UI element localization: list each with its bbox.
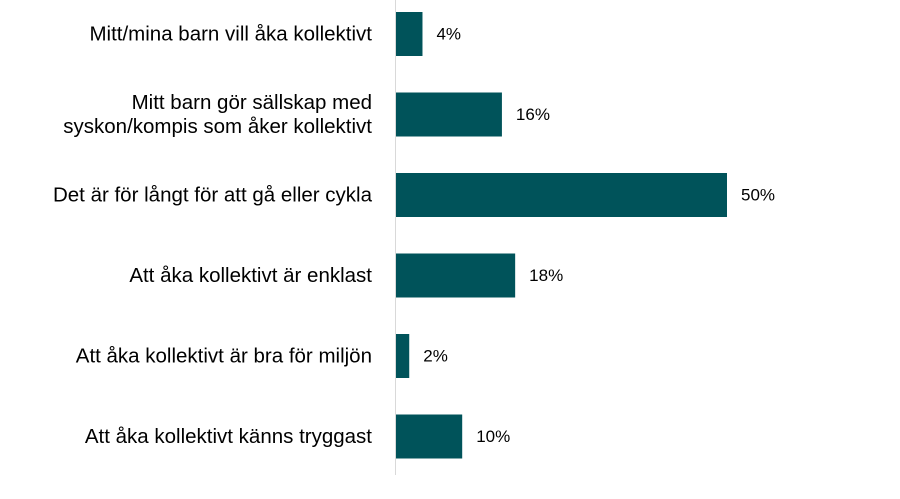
category-labels-layer: Mitt/mina barn vill åka kollektivt Mitt b…: [53, 23, 373, 449]
category-label: Att åka kollektivt är enklast: [129, 264, 372, 287]
data-label: 10%: [476, 427, 510, 446]
bar: [396, 173, 727, 217]
data-label: 16%: [516, 105, 550, 124]
bar: [396, 334, 410, 378]
category-label: Att åka kollektivt känns tryggast: [85, 425, 372, 448]
value-labels-layer: 4% 16% 50% 18% 2% 10%: [423, 25, 775, 447]
bars-layer: [396, 12, 727, 459]
bar: [396, 92, 502, 137]
category-label: Att åka kollektivt är bra för miljön: [76, 345, 372, 368]
category-label: Mitt barn gör sällskap med: [132, 91, 372, 114]
category-label: syskon/kompis som åker kollektivt: [63, 115, 372, 138]
data-label: 2%: [423, 347, 448, 366]
bar: [396, 414, 463, 459]
category-label: Mitt/mina barn vill åka kollektivt: [89, 23, 372, 46]
category-label: Det är för långt för att gå eller cykla: [53, 184, 373, 207]
data-label: 50%: [741, 186, 775, 205]
bar: [396, 12, 423, 56]
bar: [396, 253, 516, 298]
data-label: 18%: [529, 266, 563, 285]
data-label: 4%: [436, 25, 461, 44]
